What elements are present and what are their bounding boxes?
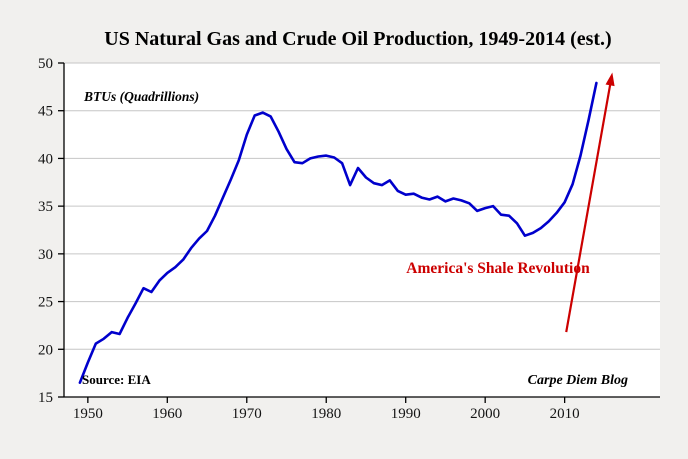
plot-area — [64, 63, 660, 397]
y-tick-label: 30 — [38, 247, 53, 263]
y-tick-label: 25 — [38, 295, 53, 311]
axes — [58, 62, 660, 403]
x-tick-label: 1970 — [232, 406, 262, 422]
shale-revolution-arrow — [565, 81, 612, 333]
y-tick-label: 15 — [38, 390, 53, 406]
y-tick-label: 35 — [38, 199, 53, 215]
x-tick-label: 2000 — [470, 406, 500, 422]
chart-title: US Natural Gas and Crude Oil Production,… — [104, 28, 611, 50]
credit-note: Carpe Diem Blog — [528, 373, 628, 388]
source-note: Source: EIA — [82, 372, 151, 387]
y-tick-label: 50 — [38, 56, 53, 72]
y-tick-label: 40 — [38, 151, 53, 167]
x-tick-label: 1960 — [152, 406, 182, 422]
y-tick-label: 20 — [38, 342, 53, 358]
x-tick-label: 1980 — [311, 406, 341, 422]
x-tick-label: 2010 — [550, 406, 580, 422]
production-line-series — [78, 81, 598, 385]
y-tick-label: 45 — [38, 104, 53, 120]
shale-annotation-label: America's Shale Revolution — [406, 260, 590, 277]
y-units-label: BTUs (Quadrillions) — [83, 89, 199, 104]
tick-labels: 15 20 25 30 35 40 45 50 1950 1960 1970 1980 1990 2000… — [38, 56, 580, 422]
x-tick-label: 1950 — [73, 406, 103, 422]
shale-revolution-arrowhead — [605, 72, 615, 87]
x-tick-label: 1990 — [391, 406, 421, 422]
